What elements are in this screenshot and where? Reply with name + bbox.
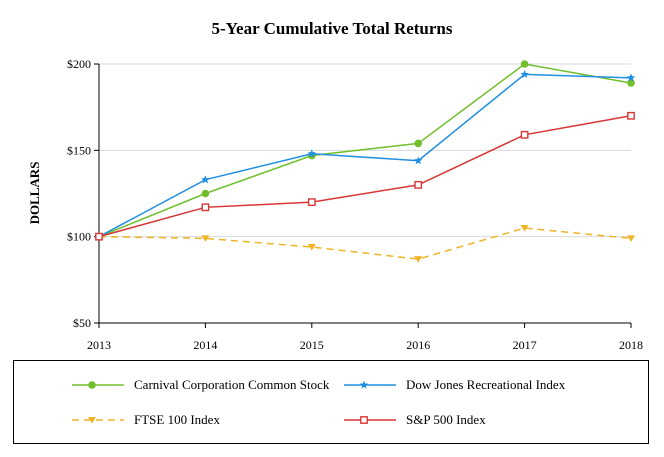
- data-point: [201, 189, 210, 198]
- data-point: [520, 225, 529, 232]
- x-tick-label: 2017: [513, 338, 537, 352]
- data-point: [307, 198, 316, 207]
- tick-labels: $50 $100 $150 $200 2013 2014 2015 2016 2017 2018: [67, 57, 643, 352]
- series-s-p-500-index: [95, 111, 635, 241]
- data-point: [627, 79, 635, 87]
- data-point: [414, 139, 423, 148]
- data-point: [307, 244, 316, 251]
- series-layer: [94, 60, 636, 263]
- legend-marker: [359, 380, 369, 389]
- legend-swatch: [72, 417, 124, 424]
- series-carnival-corporation-common-stock: [95, 60, 635, 241]
- data-point: [414, 256, 423, 263]
- data-point: [520, 69, 529, 78]
- data-point: [626, 73, 636, 82]
- legend-marker: [88, 381, 96, 389]
- data-point: [627, 111, 635, 120]
- y-tick-label: $50: [73, 316, 91, 330]
- legend-swatch: [344, 380, 396, 389]
- legend-entry: FTSE 100 Index: [72, 412, 220, 428]
- legend-entry: Carnival Corporation Common Stock: [72, 377, 329, 393]
- legend-label: Dow Jones Recreational Index: [406, 377, 566, 392]
- x-tick-label: 2016: [406, 338, 430, 352]
- data-point: [520, 60, 529, 68]
- legend-label: Carnival Corporation Common Stock: [134, 377, 330, 392]
- legend: Carnival Corporation Common Stock Dow Jon…: [13, 360, 649, 444]
- y-tick-label: $100: [67, 230, 91, 244]
- series-line: [98, 73, 632, 238]
- x-tick-label: 2014: [193, 338, 217, 352]
- y-axis-label: DOLLARS: [27, 162, 42, 225]
- data-point: [201, 175, 210, 184]
- legend-marker: [88, 417, 96, 424]
- data-point: [520, 130, 529, 139]
- x-tick-label: 2015: [300, 338, 324, 352]
- legend-entry: Dow Jones Recreational Index: [344, 377, 565, 393]
- chart-title: 5-Year Cumulative Total Returns: [212, 19, 453, 38]
- legend-swatch: [344, 416, 396, 424]
- legend-entry: S&P 500 Index: [344, 412, 486, 428]
- axes: [94, 63, 632, 328]
- series-ftse-100-index: [95, 225, 635, 263]
- legend-label: S&P 500 Index: [406, 412, 486, 427]
- data-point: [201, 235, 210, 242]
- y-tick-label: $200: [67, 57, 91, 71]
- data-point: [95, 232, 103, 241]
- legend-swatch: [72, 381, 124, 389]
- data-point: [414, 180, 423, 189]
- data-point: [201, 203, 210, 212]
- series-line: [98, 227, 632, 260]
- grid-lines: [99, 63, 631, 238]
- x-tick-label: 2018: [619, 338, 643, 352]
- y-tick-label: $150: [67, 143, 91, 157]
- data-point: [627, 235, 635, 242]
- series-line: [98, 115, 632, 238]
- legend-marker: [360, 416, 368, 424]
- data-point: [413, 156, 423, 165]
- series-line: [98, 63, 632, 238]
- legend-label: FTSE 100 Index: [134, 412, 220, 427]
- data-point: [307, 149, 317, 158]
- x-tick-label: 2013: [87, 338, 111, 352]
